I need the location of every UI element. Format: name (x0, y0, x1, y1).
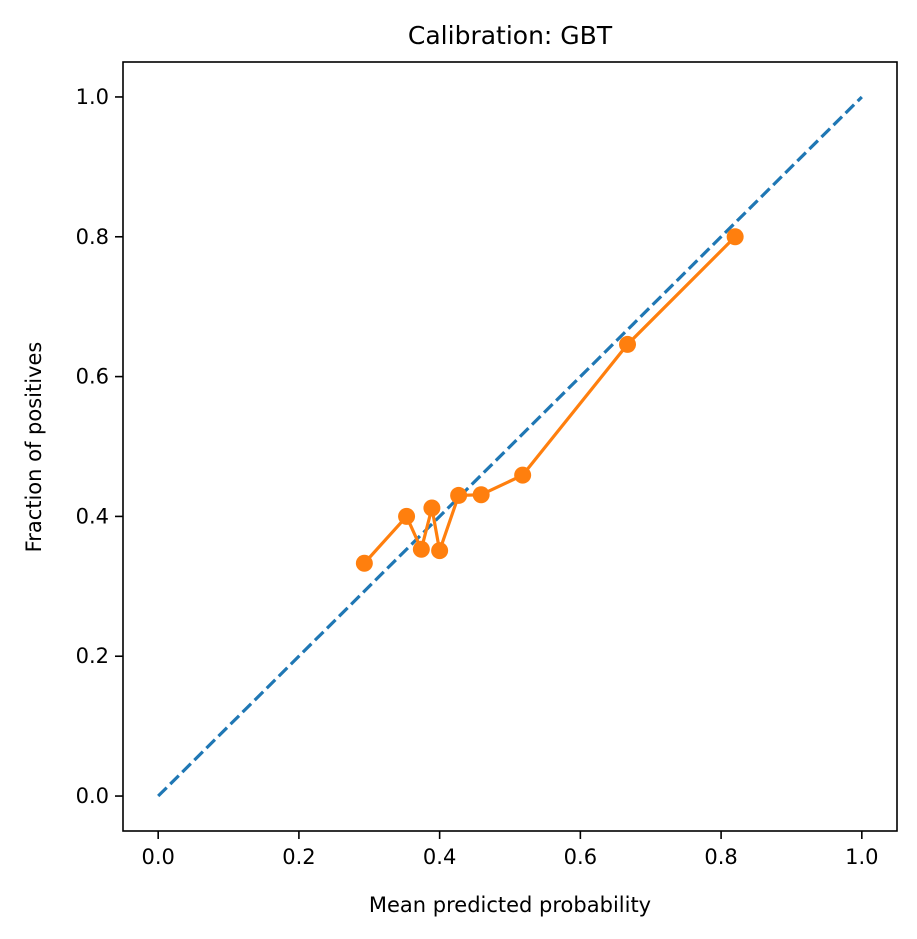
series-1-point (412, 540, 430, 558)
series-1-point (514, 466, 532, 484)
series-1-point (431, 542, 449, 560)
y-tick-label: 0.6 (76, 365, 109, 389)
y-tick-label: 1.0 (76, 85, 109, 109)
series-1-point (423, 499, 441, 517)
x-axis: 0.0 0.2 0.4 0.6 0.8 1.0 (141, 831, 879, 869)
y-tick-label: 0.4 (76, 504, 109, 528)
x-tick-label: 1.0 (845, 845, 878, 869)
series-1-point (398, 507, 416, 525)
series-1-point (472, 486, 490, 504)
plot-area (157, 95, 863, 798)
x-tick-label: 0.2 (282, 845, 315, 869)
y-axis: 0.0 0.2 0.4 0.6 0.8 1.0 (76, 85, 123, 808)
series-1-point (619, 335, 637, 353)
series-0-line (157, 95, 863, 798)
series-1-point (450, 486, 468, 504)
plot-frame (122, 61, 898, 832)
series-1-line (363, 235, 737, 565)
x-tick-label: 0.4 (423, 845, 456, 869)
y-axis-label: Fraction of positives (22, 342, 46, 553)
y-tick-label: 0.0 (76, 784, 109, 808)
x-tick-label: 0.8 (704, 845, 737, 869)
x-tick-label: 0.0 (141, 845, 174, 869)
x-tick-label: 0.6 (564, 845, 597, 869)
chart-title: Calibration: GBT (408, 21, 613, 50)
series-1-point (355, 554, 373, 572)
x-axis-label: Mean predicted probability (369, 893, 651, 917)
series-1-point (726, 228, 744, 246)
y-tick-label: 0.8 (76, 225, 109, 249)
y-tick-label: 0.2 (76, 644, 109, 668)
